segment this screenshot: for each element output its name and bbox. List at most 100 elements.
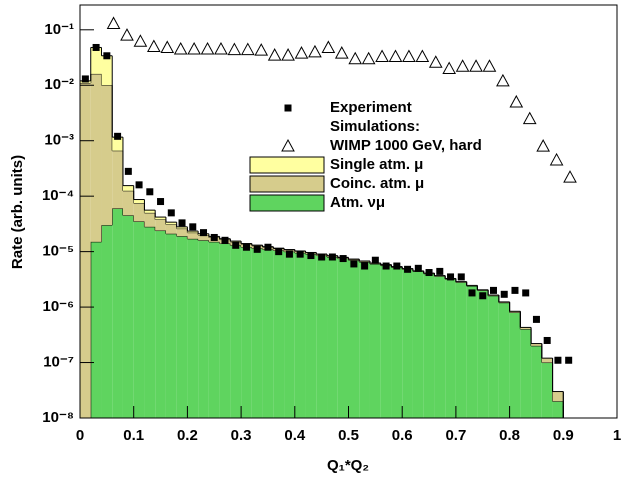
histogram-bar: [520, 329, 532, 418]
point-marker: [214, 41, 228, 55]
histogram-bar: [294, 252, 306, 418]
histogram-bar: [219, 243, 231, 418]
point-marker: [393, 262, 401, 270]
histogram-bar: [122, 185, 134, 191]
point-marker: [536, 139, 551, 152]
point-marker: [242, 243, 250, 251]
histogram-bar: [531, 345, 542, 418]
point-marker: [543, 336, 551, 344]
histogram-bar: [90, 241, 102, 418]
histogram-bar: [455, 282, 467, 418]
histogram-bar: [337, 258, 349, 418]
histogram-bar: [520, 327, 532, 330]
histogram-bar: [155, 230, 166, 418]
histogram-bar: [112, 150, 123, 209]
point-marker: [468, 289, 476, 297]
x-tick-label: 0.3: [231, 427, 252, 444]
histogram-bar: [369, 263, 381, 418]
histogram-bar: [498, 302, 510, 418]
histogram-bar: [552, 401, 564, 418]
histogram-bar: [133, 221, 145, 418]
point-marker: [281, 138, 295, 152]
point-marker: [414, 264, 422, 272]
histogram-bar: [541, 358, 553, 363]
histogram-bar: [541, 362, 553, 418]
histogram-bar: [305, 254, 317, 418]
point-marker: [296, 250, 304, 258]
point-marker: [240, 42, 255, 56]
point-marker: [264, 243, 272, 251]
point-marker: [200, 229, 208, 237]
x-tick-label: 0.8: [499, 427, 520, 444]
histogram-bar: [477, 290, 489, 418]
point-marker: [549, 152, 564, 166]
histogram-bar: [165, 224, 177, 234]
point-marker: [532, 315, 540, 323]
histogram-bar: [198, 240, 209, 418]
histogram-bar: [348, 260, 360, 418]
y-tick-label: 10⁻⁶: [42, 298, 74, 315]
point-marker: [339, 255, 347, 263]
y-tick-label: 10⁻³: [44, 132, 74, 149]
point-marker: [489, 286, 497, 294]
histogram-bar: [176, 228, 188, 237]
legend-swatch: [249, 156, 325, 174]
histogram-bar: [423, 273, 435, 418]
histogram-bar: [445, 279, 456, 418]
histogram-bar: [262, 249, 274, 418]
histogram-bar: [176, 236, 188, 418]
point-marker: [120, 28, 134, 41]
point-marker: [285, 250, 293, 258]
histogram-bar: [509, 312, 521, 418]
histogram-bar: [488, 295, 499, 418]
x-axis-label: Q₁*Q₂: [327, 457, 369, 474]
point-marker: [221, 236, 229, 244]
point-marker: [227, 42, 242, 56]
point-marker: [81, 75, 89, 83]
legend-label: Experiment: [330, 99, 412, 116]
histogram-bar: [144, 212, 156, 227]
point-marker: [124, 167, 132, 175]
histogram-bar: [133, 203, 145, 222]
x-tick-label: 0: [76, 427, 84, 444]
point-marker: [482, 59, 497, 72]
histogram-bar: [284, 251, 295, 418]
y-tick-label: 10⁻⁷: [43, 354, 74, 371]
point-marker: [436, 267, 444, 275]
point-marker: [232, 241, 240, 249]
histogram-bar: [241, 247, 252, 418]
histogram-bar: [112, 137, 123, 151]
point-marker: [509, 94, 524, 108]
y-tick-label: 10⁻⁵: [42, 243, 74, 260]
point-marker: [189, 223, 197, 231]
histogram-bar: [327, 257, 338, 418]
histogram-bar: [552, 391, 564, 402]
histogram-bar: [80, 82, 91, 418]
histogram-bar: [230, 245, 242, 418]
histogram-bar: [155, 219, 166, 231]
point-marker: [160, 40, 175, 53]
histogram-bar: [122, 190, 134, 216]
point-marker: [469, 59, 483, 72]
point-marker: [479, 292, 487, 300]
histogram-bar: [198, 234, 209, 241]
point-marker: [348, 51, 363, 65]
histogram-bar: [187, 238, 199, 418]
point-marker: [511, 286, 519, 294]
point-marker: [281, 48, 295, 61]
histogram-bar: [391, 267, 403, 418]
y-tick-label: 10⁻⁴: [42, 187, 74, 204]
point-marker: [425, 269, 433, 277]
histogram-bar: [531, 343, 542, 346]
histogram-bar: [112, 208, 123, 418]
x-tick-label: 0.9: [553, 427, 574, 444]
point-marker: [200, 41, 215, 55]
histogram-bar: [434, 276, 446, 418]
legend-note: Simulations:: [330, 118, 420, 135]
point-marker: [361, 51, 376, 65]
point-marker: [328, 253, 336, 261]
point-marker: [146, 188, 154, 196]
histogram-bar: [273, 250, 285, 418]
legend-label: Atm. νμ: [330, 194, 385, 211]
histogram-bar: [251, 248, 263, 418]
